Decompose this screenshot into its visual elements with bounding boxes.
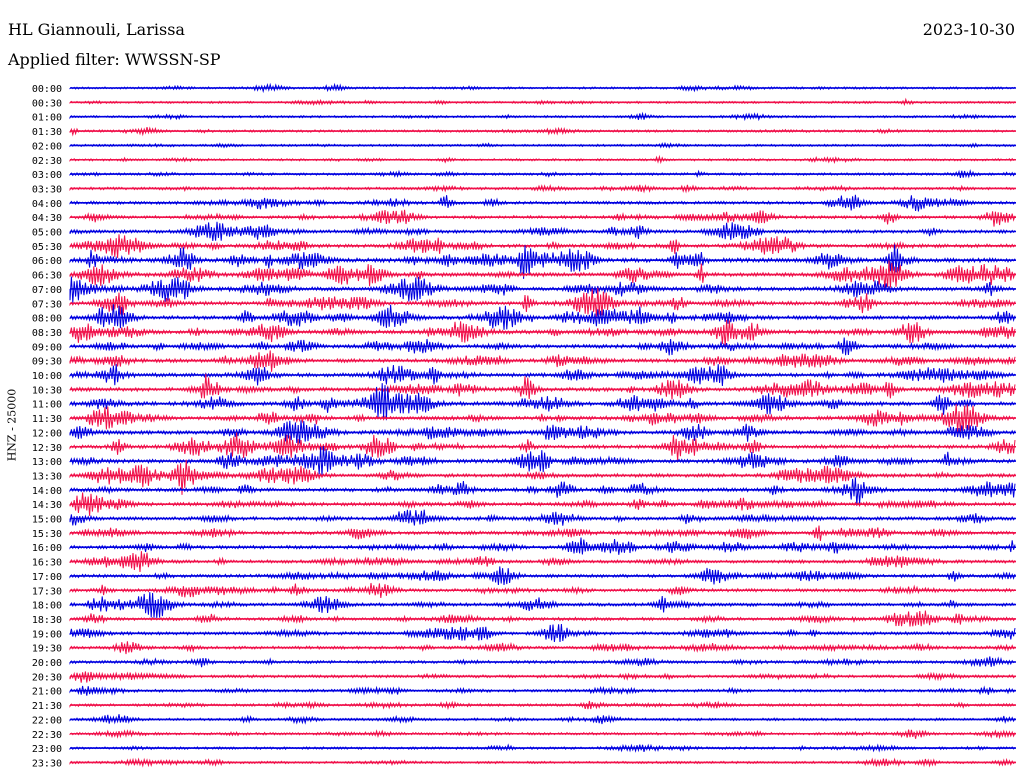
trace-line	[69, 404, 1016, 433]
time-label: 11:00	[32, 400, 62, 411]
time-label: 12:00	[32, 428, 62, 439]
time-label: 06:30	[32, 271, 62, 282]
trace-line	[69, 537, 1016, 555]
time-label: 04:30	[32, 213, 62, 224]
time-label: 17:30	[32, 586, 62, 597]
time-label: 19:30	[32, 644, 62, 655]
time-label: 05:30	[32, 242, 62, 253]
date-label: 2023-10-30	[922, 20, 1015, 39]
time-label: 14:00	[32, 486, 62, 497]
time-label: 23:30	[32, 758, 62, 769]
time-label: 04:00	[32, 199, 62, 210]
time-label: 01:30	[32, 127, 62, 138]
time-label: 19:00	[32, 629, 62, 640]
time-label: 22:30	[32, 730, 62, 741]
filter-label: Applied filter: WWSSN-SP	[8, 50, 221, 69]
time-label: 00:30	[32, 98, 62, 109]
time-label: 08:30	[32, 328, 62, 339]
time-label: 03:00	[32, 170, 62, 181]
station-title: HL Giannouli, Larissa	[8, 20, 185, 39]
time-label: 18:30	[32, 615, 62, 626]
trace-line	[69, 477, 1016, 506]
time-label: 08:00	[32, 314, 62, 325]
time-label: 05:00	[32, 228, 62, 239]
time-label: 10:30	[32, 385, 62, 396]
time-label: 02:00	[32, 141, 62, 152]
time-label: 11:30	[32, 414, 62, 425]
time-label: 20:00	[32, 658, 62, 669]
time-label: 23:00	[32, 744, 62, 755]
time-label: 12:30	[32, 443, 62, 454]
time-label: 20:30	[32, 672, 62, 683]
time-label: 17:00	[32, 572, 62, 583]
trace-line	[69, 319, 1016, 348]
time-label: 13:30	[32, 471, 62, 482]
time-label: 21:30	[32, 701, 62, 712]
time-label: 14:30	[32, 500, 62, 511]
time-label: 16:30	[32, 558, 62, 569]
time-label: 07:30	[32, 299, 62, 310]
trace-line	[69, 373, 1016, 400]
time-label: 16:00	[32, 543, 62, 554]
time-labels: 00:00 00:30 01:00 01:30 02:00 02:30 03:00 03:30…	[32, 84, 62, 769]
time-label: 10:00	[32, 371, 62, 382]
time-label: 06:00	[32, 256, 62, 267]
time-label: 00:00	[32, 84, 62, 95]
time-label: 21:00	[32, 687, 62, 698]
trace-lines	[69, 82, 1016, 768]
time-label: 09:30	[32, 357, 62, 368]
time-label: 02:30	[32, 156, 62, 167]
time-label: 03:30	[32, 184, 62, 195]
time-label: 09:00	[32, 342, 62, 353]
trace-line	[69, 209, 1016, 227]
time-label: 22:00	[32, 715, 62, 726]
time-label: 13:00	[32, 457, 62, 468]
time-label: 15:30	[32, 529, 62, 540]
time-label: 07:00	[32, 285, 62, 296]
time-label: 01:00	[32, 113, 62, 124]
time-label: 15:00	[32, 515, 62, 526]
time-label: 18:00	[32, 601, 62, 612]
